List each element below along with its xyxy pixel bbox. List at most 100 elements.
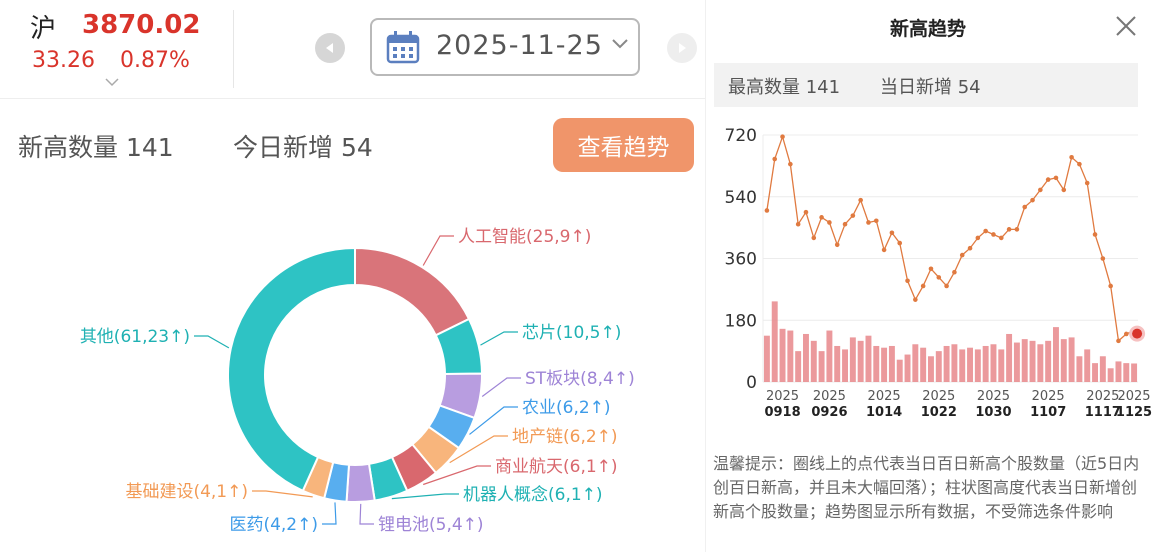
donut-leader-line	[422, 235, 454, 266]
trend-point	[834, 242, 840, 248]
trend-point	[772, 156, 778, 162]
trend-point	[1022, 204, 1028, 210]
trend-bar	[904, 354, 911, 382]
panel-stats-bar	[714, 63, 1138, 107]
trend-point	[873, 218, 879, 224]
trend-point	[1123, 331, 1129, 337]
trend-bar	[1045, 340, 1052, 382]
next-date-button[interactable]	[667, 33, 697, 63]
x-tick-date: 0918	[764, 405, 800, 420]
trend-point	[1084, 180, 1090, 186]
chevron-down-icon	[610, 36, 630, 55]
close-icon[interactable]	[1114, 14, 1138, 42]
trend-bar	[787, 330, 794, 382]
highlight-point[interactable]	[1132, 328, 1143, 339]
trend-point	[842, 221, 848, 227]
caret-right-icon	[679, 43, 686, 53]
trend-bar	[1053, 327, 1059, 382]
trend-point	[991, 232, 996, 237]
trend-bar	[810, 340, 817, 382]
trend-bar	[1099, 356, 1106, 382]
x-tick-year: 2025	[977, 389, 1010, 404]
trend-bar	[779, 328, 786, 382]
header-bottom-divider	[0, 98, 705, 99]
trend-bar	[974, 349, 981, 382]
trend-bar	[1092, 363, 1098, 382]
trend-bar	[959, 349, 966, 382]
x-tick-year: 2025	[766, 389, 799, 404]
trend-bar	[763, 335, 770, 382]
trend-bar	[1006, 333, 1013, 382]
donut-label: 地产链(6,2↑)	[512, 427, 618, 447]
donut-leader-line	[481, 377, 521, 397]
trend-bar	[1123, 363, 1130, 382]
trend-point	[944, 283, 949, 289]
donut-leader-line	[391, 493, 459, 500]
index-expand-chevron-icon[interactable]	[104, 76, 120, 90]
trend-point	[1030, 197, 1035, 203]
trend-point	[1077, 161, 1082, 167]
donut-label: 农业(6,2↑)	[522, 398, 611, 418]
new-high-count: 新高数量 141	[18, 133, 174, 162]
x-tick-date: 1022	[921, 405, 957, 420]
donut-leader-line	[359, 503, 374, 525]
panel-max-count: 最高数量 141	[728, 77, 841, 98]
x-tick-year: 2025	[868, 389, 901, 404]
trend-point	[920, 283, 926, 289]
trend-bar	[795, 351, 802, 382]
index-name: 沪	[30, 14, 57, 44]
trend-point	[1069, 154, 1074, 160]
trend-bar	[998, 349, 1005, 382]
trend-point	[1006, 227, 1012, 232]
trend-bar	[873, 345, 880, 382]
donut-label: 医药(4,2↑)	[229, 515, 318, 535]
trend-point	[1053, 175, 1059, 181]
y-tick-label: 540	[725, 188, 757, 208]
donut-slice[interactable]	[354, 246, 471, 337]
donut-leader-line	[322, 502, 337, 525]
y-tick-label: 180	[725, 311, 757, 331]
trend-point	[1108, 283, 1113, 289]
donut-slice[interactable]	[227, 246, 356, 493]
trend-point	[983, 228, 988, 234]
trend-bar	[803, 333, 809, 382]
date-picker[interactable]	[370, 18, 640, 76]
trend-bar	[857, 340, 864, 382]
trend-point	[967, 245, 973, 251]
y-tick-label: 720	[725, 126, 757, 146]
trend-bar	[982, 345, 989, 382]
trend-bar	[865, 335, 872, 382]
trend-bar	[842, 349, 848, 382]
trend-point	[881, 247, 887, 253]
donut-slice[interactable]	[345, 462, 376, 503]
donut-label: 人工智能(25,9↑)	[458, 227, 591, 247]
view-trend-button[interactable]: 查看趋势	[553, 118, 694, 172]
donut-label: 芯片(10,5↑)	[522, 323, 621, 343]
x-tick-date: 1125	[1116, 405, 1152, 420]
trend-point	[1014, 227, 1020, 232]
x-tick-date: 1030	[975, 405, 1011, 420]
trend-bar	[818, 351, 825, 382]
trend-point	[889, 230, 895, 236]
trend-point	[819, 215, 824, 220]
index-price: 3870.02	[82, 10, 201, 40]
prev-date-button[interactable]	[315, 33, 345, 63]
donut-label: 其他(61,23↑)	[80, 327, 190, 347]
today-new-count: 今日新增 54	[233, 133, 373, 162]
trend-bar	[1084, 349, 1091, 382]
donut-leader-line	[480, 331, 518, 346]
donut-leader-line	[469, 406, 518, 435]
caret-left-icon	[326, 43, 333, 53]
trend-bar	[935, 351, 942, 382]
trend-point	[780, 134, 785, 140]
trend-bar	[1115, 361, 1122, 382]
donut-leader-line	[423, 465, 491, 486]
trend-point	[866, 220, 871, 225]
trend-bar	[1107, 368, 1114, 382]
donut-label: ST板块(8,4↑)	[525, 369, 635, 389]
trend-point	[788, 161, 793, 167]
trend-bar	[834, 345, 841, 382]
trend-point	[897, 240, 903, 246]
trend-bar	[888, 345, 895, 382]
x-tick-date: 1107	[1030, 405, 1066, 420]
